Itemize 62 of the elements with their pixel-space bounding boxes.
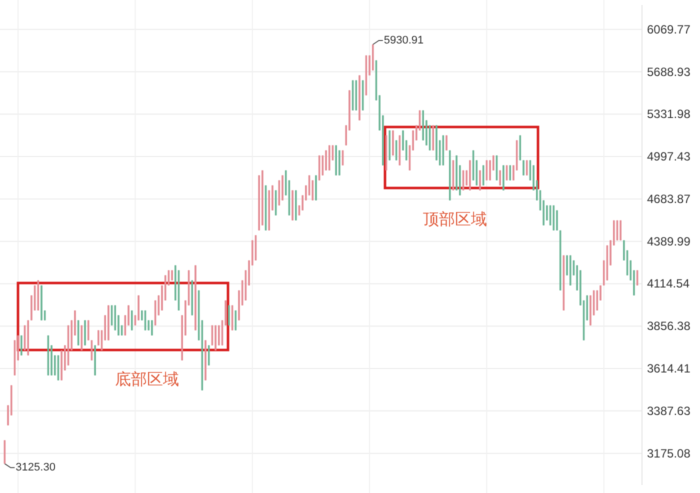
annotation: 5930.91 bbox=[384, 34, 424, 46]
y-tick-label: 6069.77 bbox=[647, 22, 691, 36]
candlestick bbox=[335, 144, 337, 176]
y-tick-label: 4389.99 bbox=[647, 234, 691, 248]
candlestick bbox=[489, 160, 491, 181]
candlestick bbox=[486, 160, 488, 181]
candlestick bbox=[502, 164, 504, 191]
candlestick bbox=[526, 160, 528, 176]
candlestick bbox=[258, 174, 260, 232]
candlestick bbox=[636, 270, 638, 286]
candlestick bbox=[312, 180, 314, 201]
candlestick bbox=[40, 284, 42, 321]
candlestick bbox=[556, 210, 558, 232]
candlestick bbox=[358, 74, 360, 121]
candlestick bbox=[228, 304, 230, 326]
candlestick bbox=[479, 170, 481, 191]
candlestick bbox=[596, 290, 598, 312]
candlestick bbox=[506, 164, 508, 181]
candlestick bbox=[395, 140, 398, 161]
candlestick bbox=[234, 310, 237, 331]
candlestick bbox=[322, 154, 324, 176]
candlestick bbox=[546, 204, 548, 222]
candlestick bbox=[168, 270, 170, 286]
candlestick bbox=[90, 340, 93, 361]
candlestick bbox=[94, 344, 96, 376]
y-tick-label: 3387.63 bbox=[647, 404, 691, 418]
candlestick bbox=[20, 334, 22, 356]
candlestick bbox=[462, 170, 464, 191]
candlestick bbox=[509, 164, 512, 181]
y-tick-label: 4683.87 bbox=[647, 192, 691, 206]
candlestick bbox=[469, 160, 471, 191]
candlestick bbox=[204, 340, 206, 381]
candlestick bbox=[315, 174, 317, 201]
candlestick bbox=[87, 320, 90, 341]
annotation: 顶部区域 bbox=[423, 210, 487, 228]
candlestick bbox=[60, 350, 62, 381]
candlestick bbox=[342, 150, 344, 166]
candlestick bbox=[108, 304, 110, 341]
candlestick bbox=[292, 190, 294, 222]
y-tick-label: 5331.98 bbox=[647, 107, 691, 122]
candlestick bbox=[522, 160, 524, 176]
y-tick-label: 3175.08 bbox=[647, 446, 691, 460]
candlestick bbox=[482, 164, 484, 186]
candlestick bbox=[84, 320, 86, 346]
candlestick bbox=[214, 324, 216, 352]
y-tick-label: 4997.43 bbox=[647, 150, 691, 164]
candlestick bbox=[208, 344, 210, 366]
candlestick bbox=[194, 264, 196, 331]
candlestick bbox=[130, 310, 133, 331]
y-tick-label: 5688.93 bbox=[647, 64, 691, 79]
candlestick bbox=[325, 150, 327, 172]
annotation: 3125.30 bbox=[16, 462, 56, 474]
y-tick-label: 3856.38 bbox=[647, 319, 691, 334]
candlestick bbox=[590, 294, 592, 326]
y-tick-label: 3614.41 bbox=[647, 362, 691, 376]
candlestick bbox=[446, 134, 448, 151]
candlestick bbox=[151, 320, 153, 336]
candlestick bbox=[144, 310, 146, 331]
y-tick-label: 4114.54 bbox=[647, 276, 690, 291]
candlestick bbox=[338, 150, 340, 176]
candlestick bbox=[392, 130, 394, 156]
annotation: 底部区域 bbox=[115, 370, 179, 388]
